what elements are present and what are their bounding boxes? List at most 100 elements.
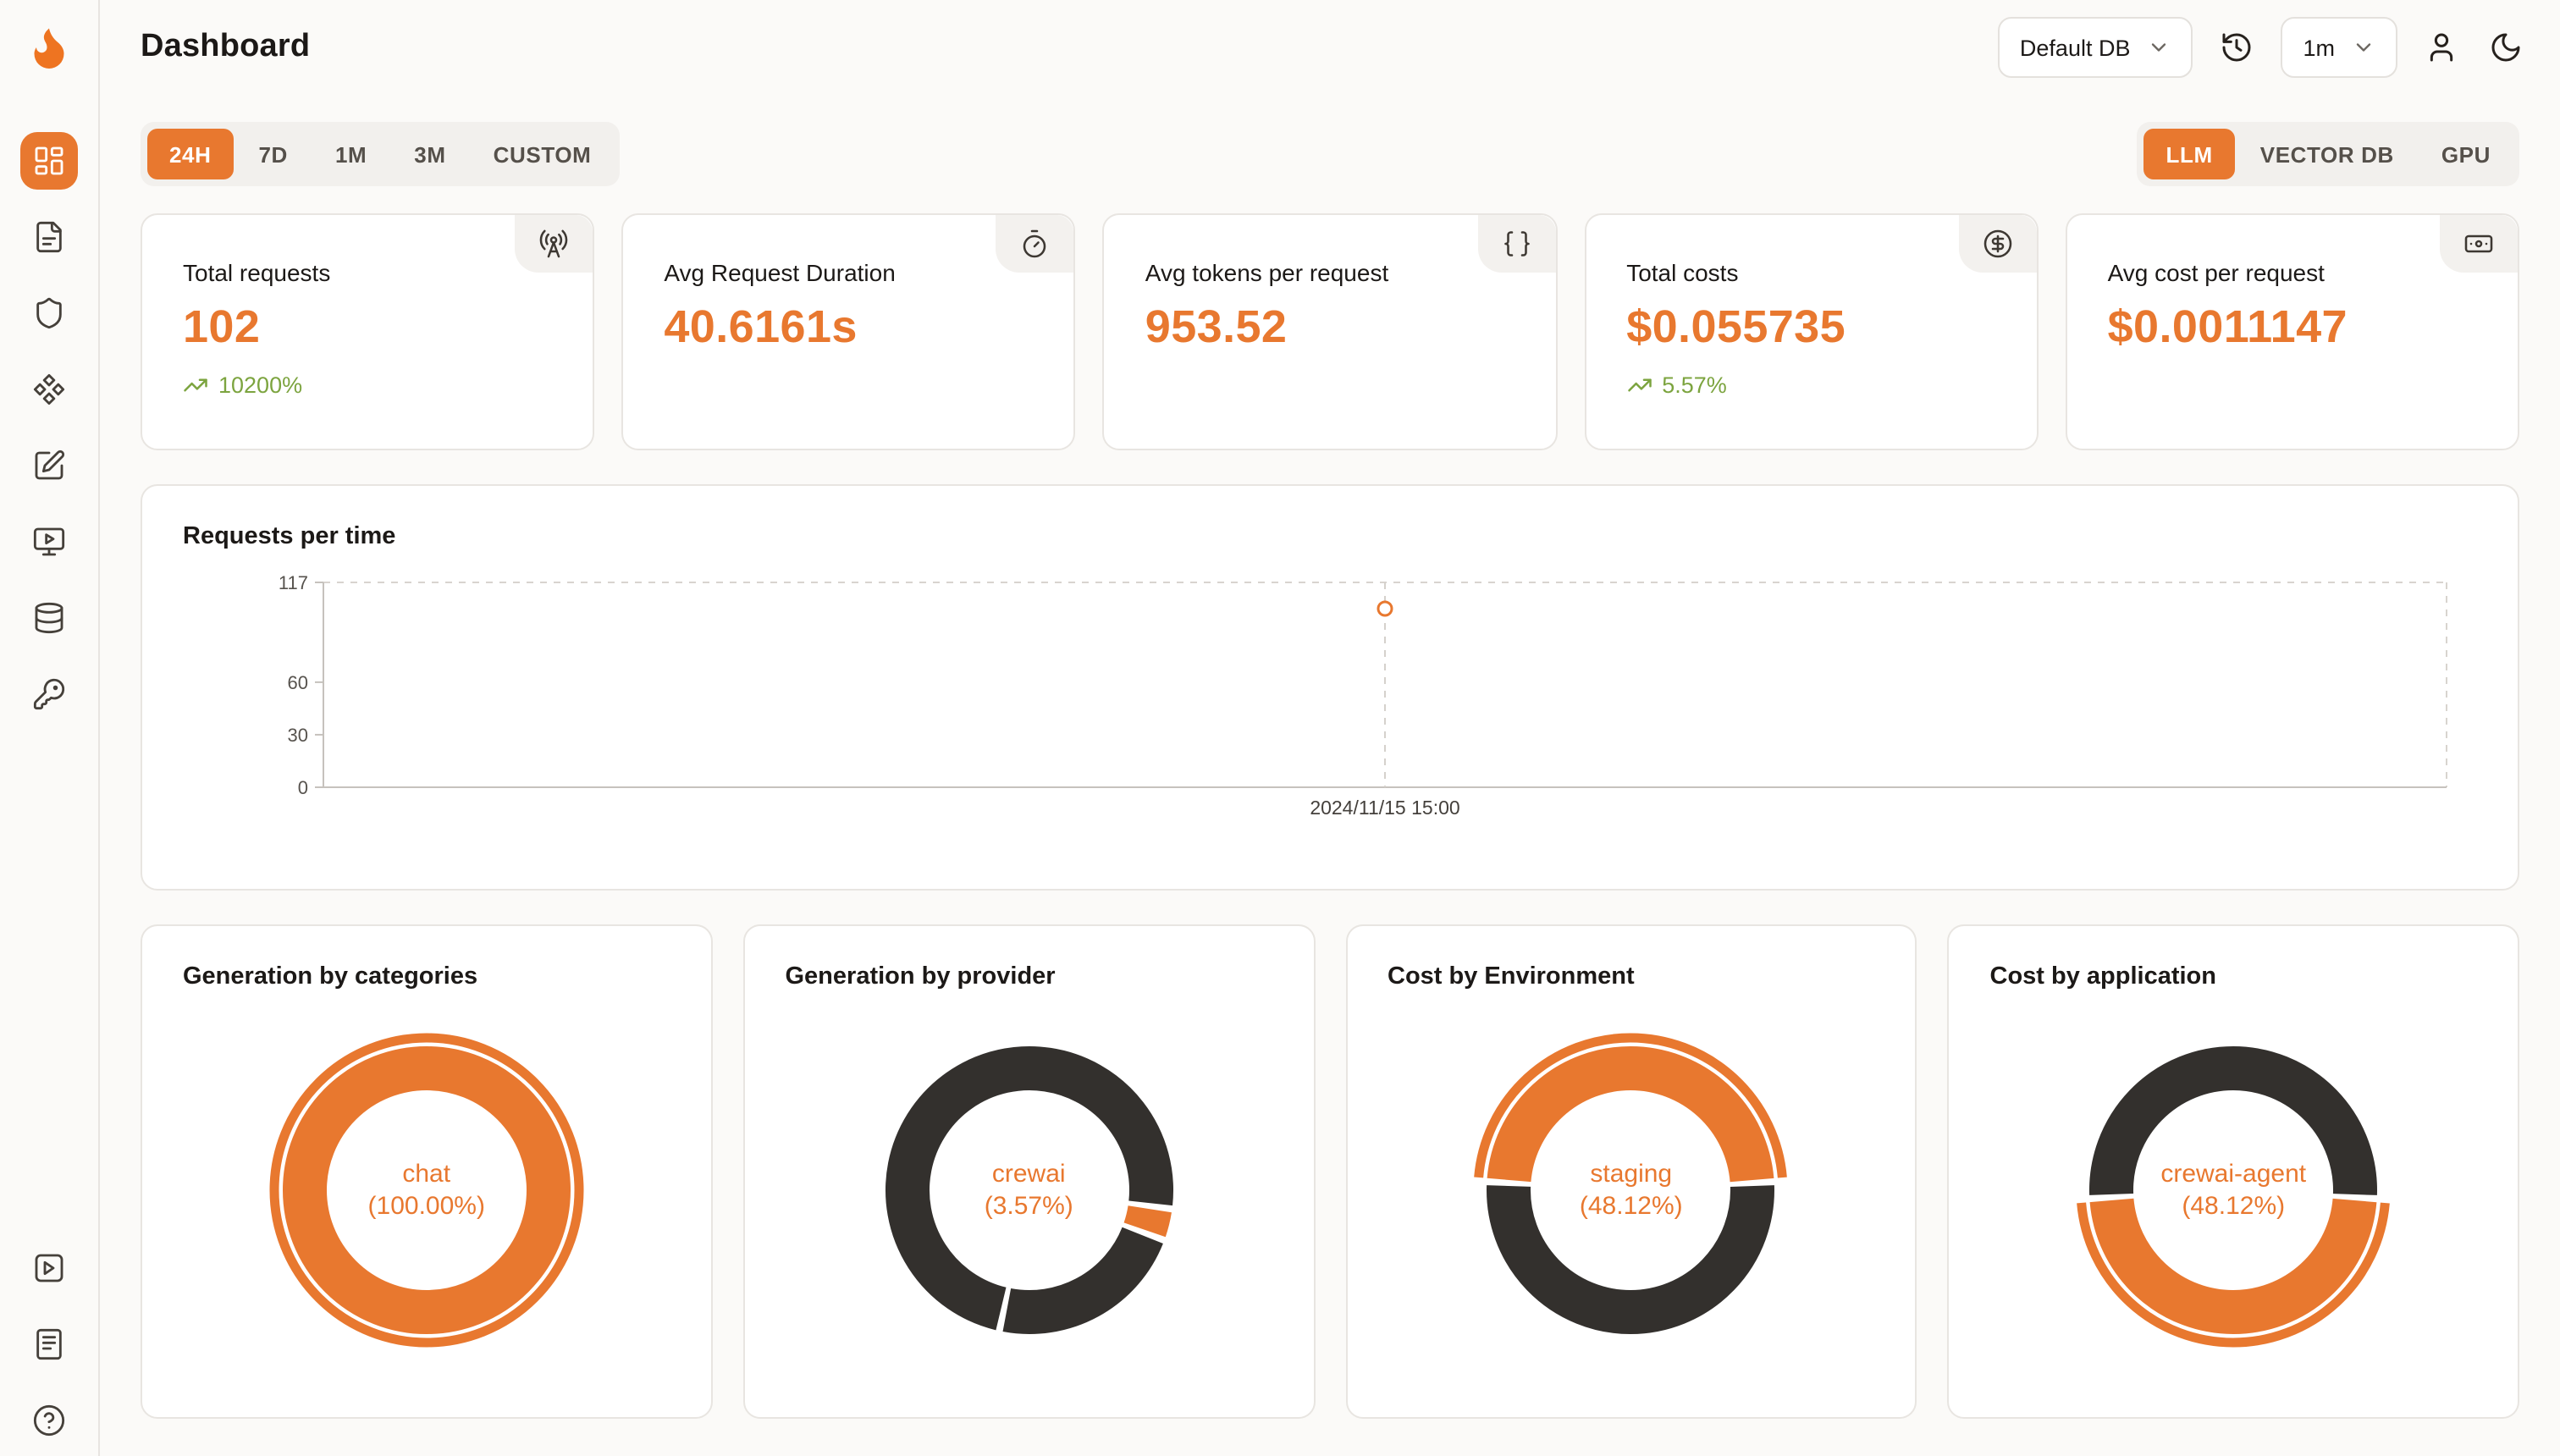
stat-value: 102	[183, 301, 261, 352]
pie-title: Generation by provider	[785, 963, 1056, 990]
tab-vector-db[interactable]: VECTOR DB	[2238, 129, 2416, 179]
timer-icon	[1023, 229, 1047, 258]
circle-dollar-icon	[1983, 229, 2011, 258]
sidebar-bottom	[20, 1239, 78, 1449]
trending-up-icon	[1627, 378, 1651, 392]
cost-by-application-card: Cost by application crewai-agent (48.12%…	[1947, 924, 2519, 1419]
refresh-history-button[interactable]	[2216, 27, 2257, 68]
donut-chart: chat (100.00%)	[257, 1021, 596, 1359]
interval-select[interactable]: 1m	[2281, 17, 2397, 78]
stat-value: 40.6161s	[664, 301, 858, 352]
sidebar-item-help[interactable]	[20, 1392, 78, 1449]
dark-mode-toggle[interactable]	[2486, 27, 2526, 68]
pie-title: Cost by application	[1989, 963, 2217, 990]
moon-icon	[2491, 33, 2520, 62]
monitor-play-icon	[33, 527, 65, 556]
stat-value: $0.0011147	[2107, 301, 2348, 352]
donut-svg	[885, 1046, 1173, 1334]
chart-title: Requests per time	[183, 523, 396, 550]
stat-card-total-requests: Total requests 102 10200%	[141, 213, 595, 450]
stat-label: Avg tokens per request	[1145, 259, 1389, 286]
database-select-value: Default DB	[2019, 35, 2131, 60]
stat-label: Total requests	[183, 259, 331, 286]
stat-card-avg-tokens: Avg tokens per request 953.52	[1102, 213, 1558, 450]
app-logo	[0, 0, 99, 95]
cost-by-environment-card: Cost by Environment staging (48.12%)	[1345, 924, 1917, 1419]
history-clock-icon	[2222, 33, 2251, 62]
generation-by-categories-card: Generation by categories chat (100.00%)	[141, 924, 713, 1419]
radio-tower-icon	[540, 229, 568, 258]
tab-llm[interactable]: LLM	[2143, 129, 2235, 179]
sidebar-item-requests[interactable]	[20, 208, 78, 266]
flame-logo-icon	[34, 28, 64, 69]
database-icon	[35, 602, 63, 634]
stat-label: Avg Request Duration	[664, 259, 896, 286]
stat-delta: 5.57%	[1626, 372, 1995, 398]
sidebar-item-playground[interactable]	[20, 513, 78, 571]
header-controls: Default DB 1m	[1997, 17, 2526, 78]
sidebar-item-dashboard[interactable]	[20, 132, 78, 190]
requests-file-icon	[36, 221, 62, 253]
user-icon	[2430, 33, 2453, 62]
svg-text:30: 30	[288, 725, 308, 746]
donut-chart: crewai-agent (48.12%)	[2064, 1021, 2403, 1359]
sidebar-item-evaluations[interactable]	[20, 437, 78, 494]
donut-svg	[2077, 1046, 2391, 1348]
stats-row: Total requests 102 10200%	[141, 213, 2519, 450]
requests-per-time-card: Requests per time 0 30 60 117 2024/11/15 15:…	[141, 484, 2519, 891]
donut-svg	[1474, 1033, 1788, 1334]
svg-text:117: 117	[279, 572, 308, 593]
svg-text:60: 60	[288, 672, 308, 693]
filters-row: 24H 7D 1M 3M CUSTOM LLM VECTOR DB GPU	[141, 122, 2519, 186]
sidebar-item-docs[interactable]	[20, 1315, 78, 1373]
tab-3m[interactable]: 3M	[392, 129, 467, 179]
mode-tabs: LLM VECTOR DB GPU	[2137, 122, 2519, 186]
page-title: Dashboard	[141, 29, 311, 64]
braces-icon	[1503, 231, 1529, 256]
sidebar-item-integrations[interactable]	[20, 361, 78, 418]
stat-card-avg-duration: Avg Request Duration 40.6161s	[621, 213, 1076, 450]
stat-value: 953.52	[1145, 301, 1288, 352]
svg-text:2024/11/15 15:00: 2024/11/15 15:00	[1310, 797, 1459, 819]
dashboard-grid-icon	[35, 146, 63, 175]
main-area: Dashboard Default DB 1m	[100, 0, 2560, 1456]
sidebar-item-exceptions[interactable]	[20, 284, 78, 342]
requests-line-chart: 0 30 60 117 2024/11/15 15:00	[279, 572, 2447, 819]
chevron-down-icon	[2356, 43, 2371, 52]
tab-7d[interactable]: 7D	[237, 129, 310, 179]
content: 24H 7D 1M 3M CUSTOM LLM VECTOR DB GPU	[100, 95, 2560, 1419]
sidebar-item-getting-started[interactable]	[20, 1239, 78, 1297]
tab-gpu[interactable]: GPU	[2419, 129, 2513, 179]
help-circle-icon	[33, 1404, 65, 1437]
integrations-icon	[33, 373, 65, 405]
tab-24h[interactable]: 24H	[147, 129, 234, 179]
sidebar	[0, 0, 100, 1456]
stat-label: Avg cost per request	[2107, 259, 2325, 286]
header: Dashboard Default DB 1m	[100, 0, 2560, 95]
svg-text:0: 0	[298, 777, 308, 798]
shield-icon	[36, 297, 62, 329]
profile-button[interactable]	[2421, 27, 2462, 68]
time-range-tabs: 24H 7D 1M 3M CUSTOM	[141, 122, 621, 186]
tab-custom[interactable]: CUSTOM	[472, 129, 614, 179]
stat-label: Total costs	[1626, 259, 1739, 286]
pies-row: Generation by categories chat (100.00%) …	[141, 924, 2519, 1419]
database-select[interactable]: Default DB	[1997, 17, 2193, 78]
donut-svg	[269, 1033, 584, 1348]
pie-title: Cost by Environment	[1388, 963, 1635, 990]
sidebar-item-databases[interactable]	[20, 589, 78, 647]
stat-card-avg-cost: Avg cost per request $0.0011147	[2065, 213, 2519, 450]
pie-title: Generation by categories	[183, 963, 478, 990]
banknote-icon	[2464, 234, 2493, 253]
key-icon	[33, 678, 65, 710]
donut-chart: staging (48.12%)	[1462, 1021, 1801, 1359]
generation-by-provider-card: Generation by provider crewai (3.57%)	[742, 924, 1315, 1419]
stat-delta: 10200%	[183, 372, 552, 398]
docs-icon	[36, 1328, 62, 1360]
interval-select-value: 1m	[2303, 35, 2335, 60]
sidebar-item-api-keys[interactable]	[20, 665, 78, 723]
trending-up-icon	[184, 378, 207, 392]
stat-value: $0.055735	[1626, 301, 1846, 352]
tab-1m[interactable]: 1M	[313, 129, 389, 179]
